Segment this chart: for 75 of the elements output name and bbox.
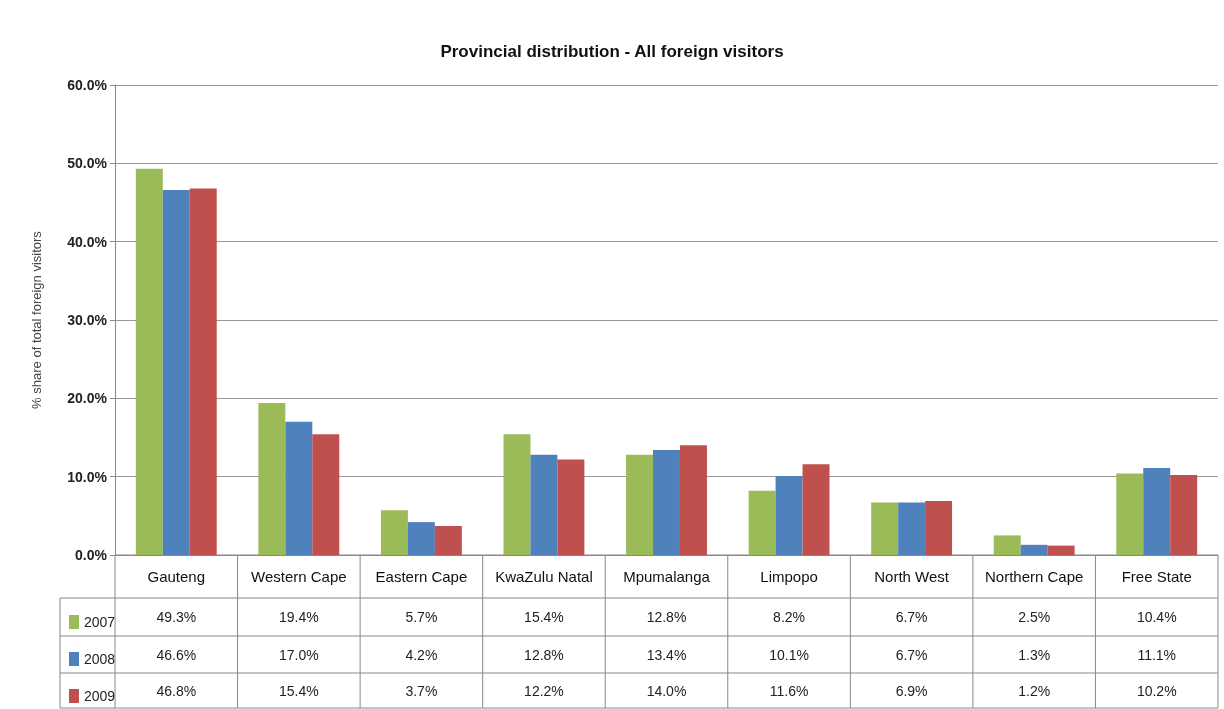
y-tick-label: 30.0% [67,312,108,328]
y-tick-label: 20.0% [67,390,108,407]
data-label: 10.1% [769,646,809,663]
bar [189,188,217,555]
bar [802,464,830,555]
data-label: 11.6% [769,682,809,699]
data-label: 6.9% [895,682,928,699]
data-label: 12.8% [646,609,687,625]
data-label: 4.2% [405,646,438,663]
y-tick-label: 10.0% [67,468,108,485]
bar [1020,544,1048,555]
x-tick-label: North West [874,568,950,585]
data-label: 10.2% [1136,682,1177,699]
data-label: 12.2% [524,682,564,699]
bar [679,445,707,555]
x-tick-label: Gauteng [147,568,206,585]
data-label: 1.2% [1018,682,1051,699]
y-tick-label: 60.0% [67,77,108,93]
bar [380,510,408,555]
bar [530,454,558,555]
data-label: 14.0% [646,682,687,699]
bar [653,450,680,555]
x-tick-label: Northern Cape [984,568,1084,585]
bar [871,502,899,555]
data-label: 49.3% [156,609,197,625]
y-tick-label: 40.0% [67,233,108,250]
bar [1116,473,1144,555]
x-tick-label: Eastern Cape [375,568,468,585]
data-label: 10.4% [1136,609,1177,625]
bar [1047,545,1075,555]
data-label: 5.7% [405,609,438,625]
y-tick-label: 0.0% [75,547,108,563]
bar [503,434,531,555]
bar [993,535,1021,555]
bar [1143,468,1171,555]
bar [258,403,286,555]
legend-label: 2008 [84,651,116,667]
bar [925,500,953,555]
data-label: 19.4% [278,609,319,625]
data-label: 15.4% [278,682,319,699]
bar [898,502,926,555]
data-label: 17.0% [278,646,319,663]
bar [557,459,585,555]
legend-label: 2009 [84,688,116,704]
data-label: 6.7% [895,609,928,625]
data-label: 13.4% [646,646,687,663]
bar [1170,475,1198,555]
y-tick-label: 50.0% [67,155,108,172]
x-tick-label: Limpopo [760,568,818,585]
data-label: 46.6% [156,646,197,663]
data-label: 12.8% [524,646,564,663]
x-tick-label: Mpumalanga [623,568,711,585]
bar [312,434,340,555]
data-label: 46.8% [156,682,197,699]
data-label: 2.5% [1018,609,1051,625]
bar [162,189,190,555]
bar [407,522,435,555]
x-tick-label: Western Cape [251,568,347,585]
data-label: 3.7% [405,682,438,699]
data-label: 8.2% [773,609,806,625]
data-label: 6.7% [895,646,928,663]
bar [135,168,163,555]
x-tick-label: Free State [1121,568,1192,585]
legend-label: 2007 [84,614,116,630]
data-label: 11.1% [1137,646,1177,663]
bar [285,421,313,555]
bar [434,526,462,555]
bar [775,475,803,555]
y-axis-title: % share of total foreign visitors [29,230,44,409]
bar [626,454,654,555]
x-tick-label: KwaZulu Natal [495,568,593,585]
data-label: 1.3% [1018,646,1051,663]
data-label: 15.4% [524,609,564,625]
chart-title: Provincial distribution - All foreign visitors [440,42,784,61]
bar [748,490,776,555]
